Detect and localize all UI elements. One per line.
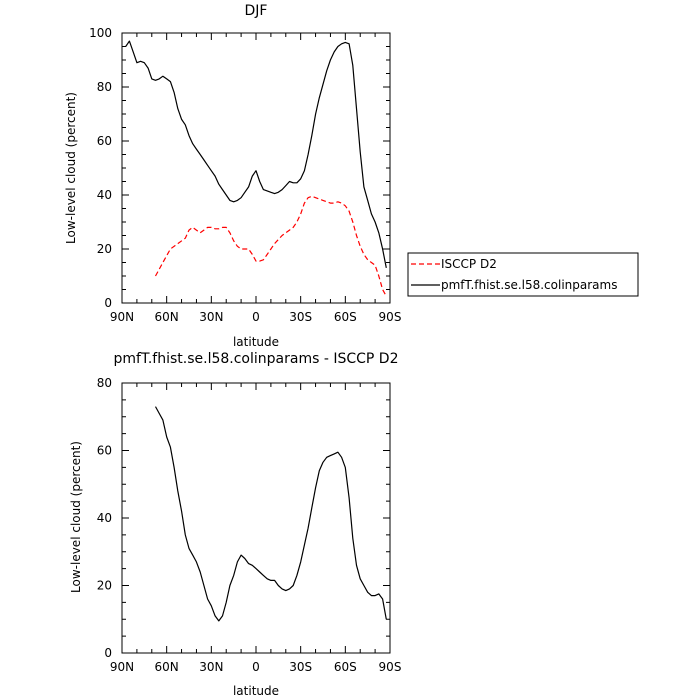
y-tick-label: 60 — [97, 134, 112, 148]
y-tick-label: 80 — [97, 376, 112, 390]
x-tick-label: 60S — [334, 310, 357, 324]
x-tick-label: 90N — [110, 660, 134, 674]
y-tick-label: 60 — [97, 444, 112, 458]
plot-frame — [121, 32, 391, 304]
y-tick-label: 80 — [97, 80, 112, 94]
x-tick-label: 0 — [252, 660, 260, 674]
x-ticks: 90N 60N 30N 0 30S 60S 90S — [110, 383, 402, 674]
x-tick-label: 30N — [199, 310, 223, 324]
y-ticks: 0 20 40 60 80 — [97, 376, 390, 660]
series-lines — [154, 406, 387, 622]
series-line-isccp-d2 — [154, 195, 387, 297]
legend-box — [407, 252, 639, 297]
x-tick-label: 90N — [110, 310, 134, 324]
x-tick-label: 30N — [199, 660, 223, 674]
legend-label-isccp: ISCCP D2 — [441, 257, 497, 271]
x-tick-label: 30S — [289, 660, 312, 674]
y-ticks: 0 20 40 60 80 100 — [89, 26, 390, 310]
x-tick-label: 60S — [334, 660, 357, 674]
y-axis-label: Low-level cloud (percent) — [64, 92, 78, 244]
chart-title: DJF — [245, 3, 268, 19]
x-tick-label: 90S — [379, 660, 402, 674]
series-line-difference — [154, 406, 387, 622]
bottom-panel: pmfT.fhist.se.l58.colinparams - ISCCP D2… — [69, 351, 401, 698]
x-axis-label: latitude — [233, 335, 279, 349]
plot-frame — [121, 382, 391, 654]
y-tick-label: 40 — [97, 188, 112, 202]
legend-label-model: pmfT.fhist.se.l58.colinparams — [441, 278, 617, 292]
y-tick-label: 20 — [97, 579, 112, 593]
x-tick-label: 30S — [289, 310, 312, 324]
x-tick-label: 60N — [155, 310, 179, 324]
x-tick-label: 90S — [379, 310, 402, 324]
y-axis-label: Low-level cloud (percent) — [69, 441, 83, 593]
legend: ISCCP D2 pmfT.fhist.se.l58.colinparams — [407, 252, 639, 297]
y-tick-label: 0 — [104, 296, 112, 310]
top-panel: DJF Low-level cloud (percent) latitude 0… — [64, 3, 401, 349]
x-ticks: 90N 60N 30N 0 30S 60S 90S — [110, 33, 402, 324]
y-tick-label: 100 — [89, 26, 112, 40]
y-tick-label: 20 — [97, 242, 112, 256]
y-tick-label: 40 — [97, 511, 112, 525]
series-line-pmft-fhist-se-l58-colinparams — [125, 40, 387, 269]
x-tick-label: 60N — [155, 660, 179, 674]
chart-title: pmfT.fhist.se.l58.colinparams - ISCCP D2 — [114, 351, 399, 367]
series-lines — [125, 40, 387, 297]
y-tick-label: 0 — [104, 646, 112, 660]
x-axis-label: latitude — [233, 684, 279, 698]
x-tick-label: 0 — [252, 310, 260, 324]
